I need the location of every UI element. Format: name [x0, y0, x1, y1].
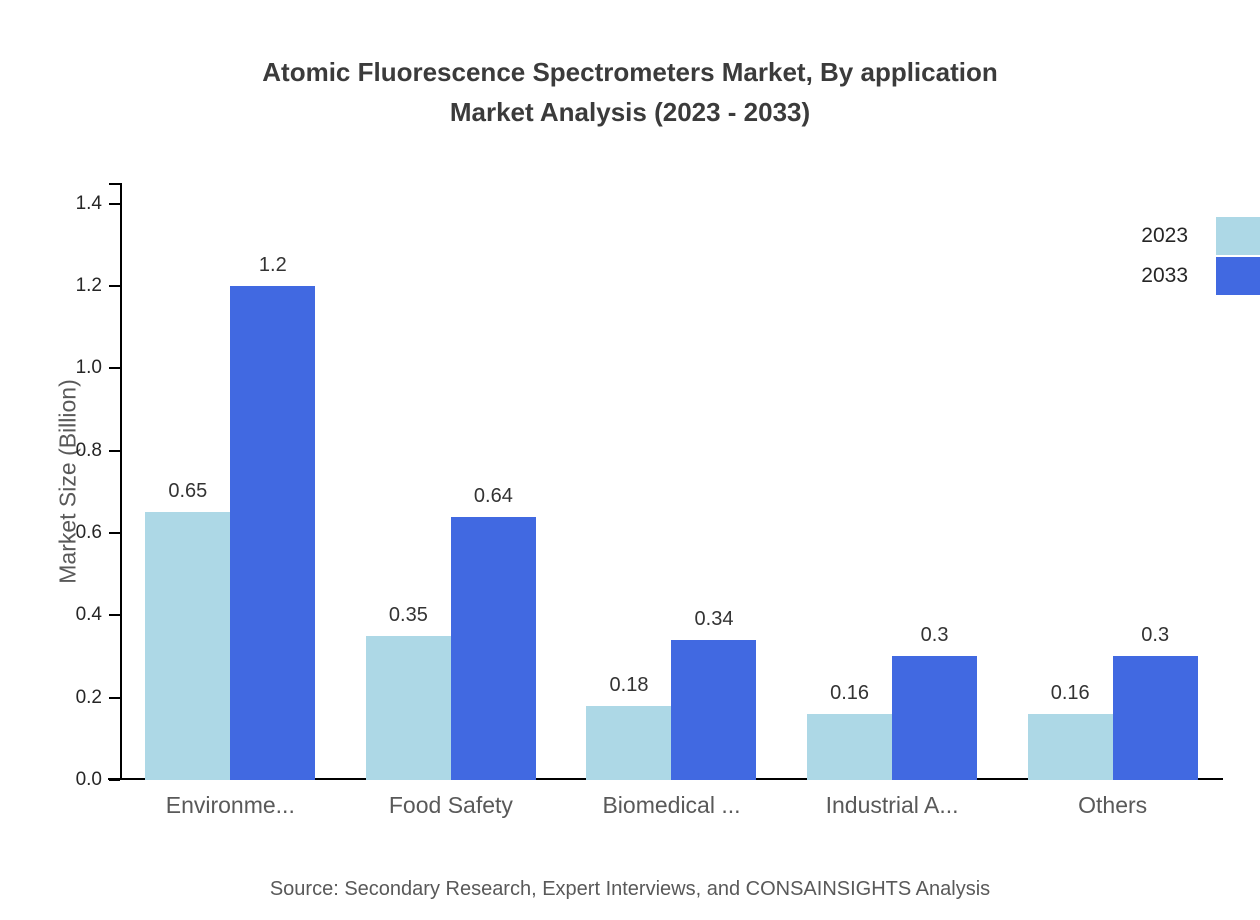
bar-value-label: 0.35	[388, 603, 428, 626]
y-tick-mark	[109, 531, 120, 534]
chart-title-line2: Market Analysis (2023 - 2033)	[449, 97, 811, 127]
bar-group: 0.35 0.64	[341, 183, 562, 780]
y-tick-label: 1.0	[75, 357, 102, 379]
y-axis-top-tick	[109, 183, 120, 185]
bar-value-label: 0.34	[694, 608, 734, 631]
y-tick-label: 0.6	[75, 521, 102, 543]
legend-label: 2023	[1141, 224, 1188, 247]
bar-2023: 0.18	[586, 674, 672, 780]
chart-title: Atomic Fluorescence Spectrometers Market…	[0, 52, 1260, 132]
y-tick-mark	[109, 367, 120, 370]
x-axis-tick-labels: Environme... Food Safety Biomedical ... Ind…	[120, 792, 1223, 819]
bar-2033: 1.2	[230, 254, 316, 780]
legend-entry: 2023	[1141, 216, 1260, 256]
bar-2023: 0.16	[807, 682, 893, 780]
bar-group: 0.16 0.3	[1002, 183, 1223, 780]
bar-2033: 0.34	[671, 608, 757, 780]
y-tick-mark	[109, 696, 120, 699]
bar-value-label: 0.3	[1141, 624, 1170, 647]
bar-value-label: 0.16	[1050, 682, 1090, 705]
y-tick-label: 1.4	[75, 192, 102, 214]
legend-label: 2033	[1141, 264, 1188, 287]
bar-group: 0.16 0.3	[782, 183, 1003, 780]
x-tick-label: Environme...	[165, 792, 295, 818]
x-tick-label: Food Safety	[388, 792, 513, 818]
y-tick-mark	[109, 202, 120, 205]
bar-group: 0.65 1.2	[120, 183, 341, 780]
bar-2033: 0.3	[1112, 624, 1198, 780]
bar-value-label: 0.65	[168, 480, 208, 503]
plot-area: 0.65 1.2 0.35 0.64 0.18 0.34 0.16 0.3 0.16 0.3 0.…	[76, 183, 1223, 789]
chart-title-line1: Atomic Fluorescence Spectrometers Market…	[262, 57, 998, 87]
legend-swatch	[1216, 257, 1260, 295]
y-tick-mark	[109, 614, 120, 617]
y-tick-label: 0.4	[75, 604, 102, 626]
y-tick-mark	[109, 449, 120, 452]
legend-entry: 2033	[1141, 256, 1260, 296]
bar-value-label: 0.64	[473, 484, 513, 507]
bar-2023: 0.65	[145, 480, 231, 780]
legend: 2023 2033	[1141, 216, 1260, 296]
bar-2033: 0.64	[450, 485, 536, 780]
bar-value-label: 0.16	[830, 682, 870, 705]
y-tick-label: 1.2	[75, 274, 102, 296]
legend-swatch	[1216, 217, 1260, 255]
x-tick-label: Biomedical ...	[602, 792, 741, 818]
y-axis-label: Market Size (Billion)	[54, 379, 81, 584]
bar-value-label: 0.18	[609, 673, 649, 696]
bar-groups: 0.65 1.2 0.35 0.64 0.18 0.34 0.16 0.3 0.16 0.3	[120, 183, 1223, 780]
bar-2023: 0.16	[1027, 682, 1113, 780]
bar-2033: 0.3	[892, 624, 978, 780]
y-tick-mark	[109, 779, 120, 781]
y-axis-line	[120, 183, 122, 780]
y-tick-label: 0.8	[75, 439, 102, 461]
x-tick-label: Others	[1078, 792, 1148, 818]
bar-value-label: 0.3	[920, 624, 949, 647]
x-tick-label: Industrial A...	[825, 792, 959, 818]
y-tick-label: 0.0	[75, 769, 102, 790]
y-tick-mark	[109, 284, 120, 287]
bar-group: 0.18 0.34	[561, 183, 782, 780]
bar-2023: 0.35	[365, 604, 451, 780]
y-tick-label: 0.2	[75, 686, 102, 708]
bar-value-label: 1.2	[258, 253, 287, 276]
source-note: Source: Secondary Research, Expert Inter…	[269, 878, 991, 900]
